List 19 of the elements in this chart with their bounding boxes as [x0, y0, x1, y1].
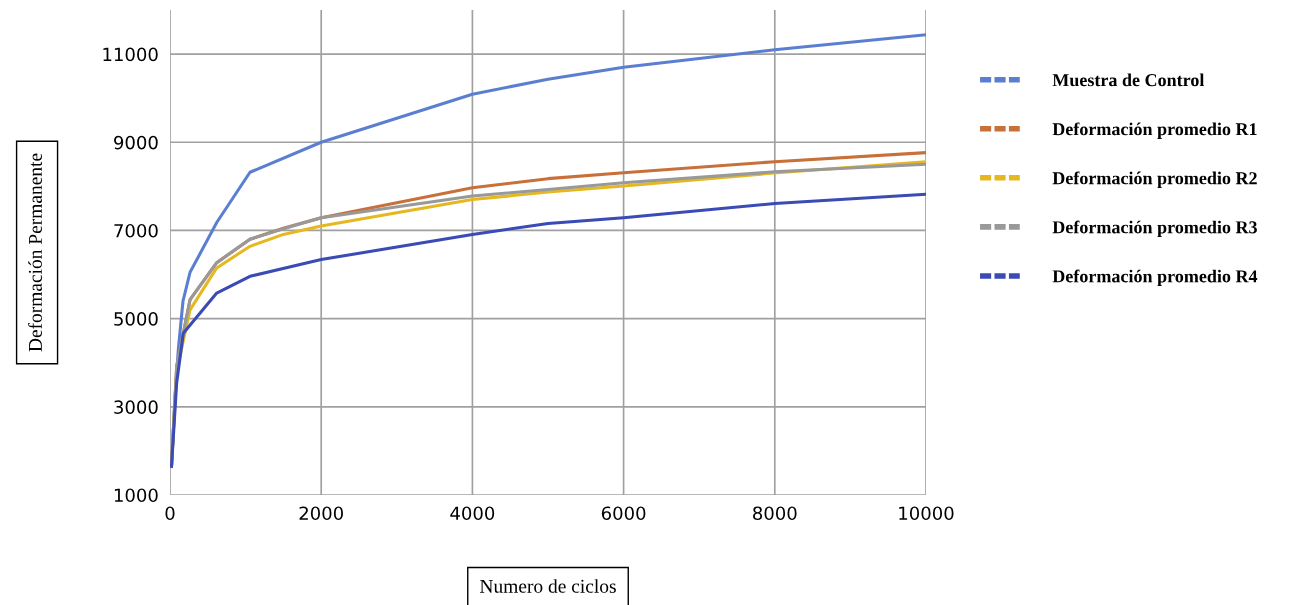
y-tick-label: 11000: [103, 47, 158, 62]
y-tick-label: 1000: [114, 488, 158, 503]
y-tick-label: 7000: [114, 223, 158, 238]
legend-label: Deformación promedio R3: [1052, 220, 1257, 238]
y-tick-label: 3000: [114, 400, 158, 414]
x-tick-label: 6000: [601, 506, 646, 521]
legend-label: Muestra de Control: [1052, 73, 1205, 87]
y-tick-label: 9000: [114, 135, 158, 150]
legend-label: Deformación promedio R4: [1052, 269, 1258, 287]
legend-label: Deformación promedio R1: [1052, 122, 1257, 139]
x-tick-label: 8000: [753, 506, 797, 521]
x-axis-title: Numero de ciclos: [479, 579, 616, 593]
legend-label: Deformación promedio R2: [1052, 171, 1257, 188]
y-tick-label: 5000: [114, 312, 158, 326]
y-axis-title: Deformación Permanente: [28, 153, 42, 352]
x-tick-label: 4000: [450, 506, 495, 521]
x-tick-label: 0: [165, 506, 175, 521]
x-tick-label: 2000: [299, 506, 343, 521]
x-tick-label: 10000: [899, 506, 954, 521]
